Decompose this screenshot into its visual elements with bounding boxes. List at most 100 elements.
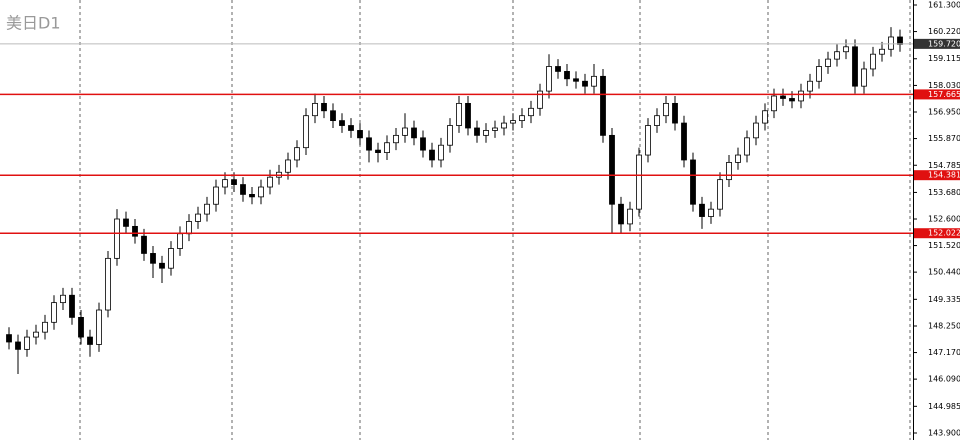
candle-body [141, 235, 147, 254]
candle-body [429, 149, 435, 161]
candle-body [222, 179, 228, 188]
candle-body [258, 186, 264, 198]
candle-body [780, 95, 786, 99]
candle-body [267, 176, 273, 188]
candle-body [420, 137, 426, 151]
candle-body [231, 179, 237, 185]
candle-body [357, 130, 363, 139]
candle-body [60, 294, 66, 304]
y-tick-label: 154.785 [928, 161, 960, 170]
candle-body [492, 127, 498, 131]
candle-body [645, 125, 651, 156]
candle-body [852, 46, 858, 87]
candle-body [600, 75, 606, 136]
candle-body [483, 130, 489, 136]
candle-body [168, 248, 174, 269]
candle-body [609, 134, 615, 205]
y-tick-label: 156.950 [928, 108, 960, 117]
candle-body [321, 102, 327, 112]
candle-body [159, 262, 165, 269]
candle-body [843, 46, 849, 53]
y-tick-label: 159.115 [928, 54, 960, 63]
candle-body [24, 336, 30, 350]
candle-body [375, 149, 381, 153]
candle-body [411, 127, 417, 139]
candle-body [528, 107, 534, 117]
candle-body [501, 122, 507, 129]
candle-body [573, 78, 579, 82]
candle-body [672, 102, 678, 124]
candle-body [42, 321, 48, 333]
candle-body [6, 334, 12, 343]
candle-body [240, 184, 246, 195]
candle-body [627, 208, 633, 225]
y-tick-label: 153.680 [928, 188, 960, 197]
candle-body [519, 115, 525, 122]
candle-body [510, 120, 516, 124]
candle-body [654, 115, 660, 126]
candle-body [717, 179, 723, 210]
y-tick-label: 160.220 [928, 27, 960, 36]
candle-body [699, 203, 705, 217]
candle-body [105, 257, 111, 311]
candle-body [447, 125, 453, 146]
candle-body [807, 80, 813, 92]
candle-body [465, 102, 471, 129]
candle-body [546, 66, 552, 92]
y-tick-label: 161.300 [928, 1, 960, 10]
candle-body [87, 336, 93, 345]
candle-body [96, 309, 102, 345]
candle-body [690, 159, 696, 205]
candle-body [51, 302, 57, 323]
candle-body [618, 203, 624, 225]
candle-body [735, 154, 741, 163]
chart-title: 美日D1 [6, 14, 61, 33]
candle-body [204, 203, 210, 215]
candle-body [825, 58, 831, 67]
candle-body [753, 122, 759, 139]
level-box [914, 89, 960, 100]
current-price-label: 159.720 [928, 39, 960, 48]
candle-body [870, 53, 876, 70]
candle-body [555, 66, 561, 72]
candle-body [348, 125, 354, 131]
candle-body [285, 159, 291, 173]
candle-body [150, 253, 156, 264]
y-tick-label: 155.870 [928, 134, 960, 143]
candle-body [249, 194, 255, 198]
y-tick-label: 149.335 [928, 295, 960, 304]
candle-body [708, 208, 714, 217]
candle-body [771, 95, 777, 112]
candle-body [789, 98, 795, 102]
level-box [914, 228, 960, 239]
candle-body [762, 110, 768, 124]
candle-body [726, 162, 732, 181]
candle-body [330, 110, 336, 122]
candle-body [312, 102, 318, 117]
candle-body [69, 294, 75, 318]
candle-body [816, 66, 822, 82]
candle-body [195, 213, 201, 222]
candle-body [861, 68, 867, 87]
candle-body [537, 90, 543, 109]
candle-body [393, 134, 399, 144]
candle-body [798, 90, 804, 102]
candle-body [663, 102, 669, 117]
y-tick-label: 151.520 [928, 241, 960, 250]
candle-body [402, 127, 408, 136]
y-tick-label: 146.090 [928, 375, 960, 384]
candle-body [303, 115, 309, 149]
y-tick-label: 148.250 [928, 322, 960, 331]
candle-body [582, 80, 588, 87]
candle-body [123, 218, 129, 227]
candle-body [339, 120, 345, 126]
candle-body [888, 36, 894, 50]
level-label: 157.665 [928, 90, 960, 99]
candle-body [294, 147, 300, 161]
candle-body [78, 316, 84, 338]
candle-body [177, 233, 183, 249]
level-label: 154.381 [928, 171, 960, 180]
candle-body [132, 225, 138, 237]
